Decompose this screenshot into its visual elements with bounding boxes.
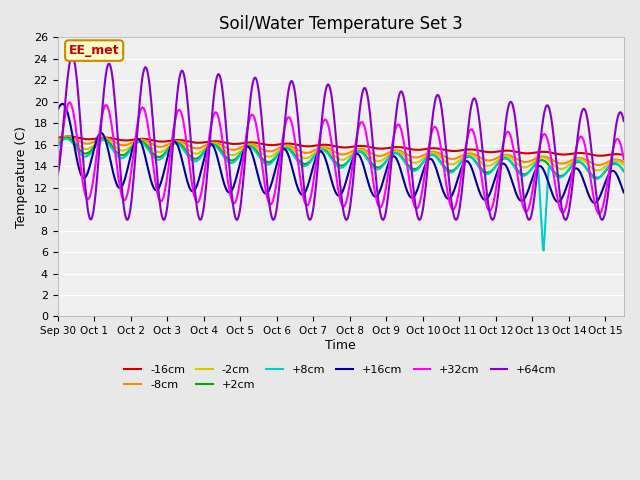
Legend: -16cm, -8cm, -2cm, +2cm, +8cm, +16cm, +32cm, +64cm: -16cm, -8cm, -2cm, +2cm, +8cm, +16cm, +3… bbox=[120, 360, 561, 395]
+32cm bbox=[461, 151, 468, 157]
+16cm bbox=[56, 103, 63, 109]
+8cm bbox=[540, 248, 547, 253]
+64cm bbox=[68, 53, 76, 59]
+16cm bbox=[59, 101, 67, 107]
+8cm bbox=[317, 147, 325, 153]
-16cm bbox=[474, 147, 482, 153]
-16cm bbox=[317, 142, 325, 148]
+16cm bbox=[317, 149, 325, 155]
-2cm bbox=[63, 135, 71, 141]
+16cm bbox=[474, 185, 482, 191]
-2cm bbox=[134, 139, 141, 144]
-16cm bbox=[56, 134, 63, 140]
+2cm bbox=[63, 135, 70, 141]
+64cm bbox=[620, 118, 628, 124]
+16cm bbox=[134, 136, 141, 142]
+2cm bbox=[474, 162, 482, 168]
-8cm bbox=[54, 137, 61, 143]
+2cm bbox=[593, 175, 601, 180]
+32cm bbox=[66, 100, 74, 106]
+16cm bbox=[296, 190, 304, 195]
-8cm bbox=[620, 159, 628, 165]
+16cm bbox=[591, 200, 598, 206]
+8cm bbox=[54, 144, 61, 150]
+2cm bbox=[317, 147, 325, 153]
+2cm bbox=[461, 156, 468, 162]
+64cm bbox=[56, 159, 63, 165]
-2cm bbox=[54, 141, 61, 146]
Line: +8cm: +8cm bbox=[58, 139, 624, 251]
+16cm bbox=[620, 190, 628, 195]
+16cm bbox=[54, 107, 61, 113]
+8cm bbox=[461, 155, 468, 161]
Line: -8cm: -8cm bbox=[58, 136, 624, 165]
+32cm bbox=[134, 121, 141, 127]
+64cm bbox=[461, 155, 469, 161]
-2cm bbox=[594, 168, 602, 173]
+2cm bbox=[134, 139, 141, 144]
-8cm bbox=[595, 162, 602, 168]
+64cm bbox=[475, 114, 483, 120]
-2cm bbox=[620, 162, 628, 168]
-16cm bbox=[54, 135, 61, 141]
Line: +2cm: +2cm bbox=[58, 138, 624, 178]
+2cm bbox=[56, 140, 63, 145]
+2cm bbox=[54, 143, 61, 148]
Line: +32cm: +32cm bbox=[58, 103, 624, 214]
-16cm bbox=[296, 143, 304, 148]
+32cm bbox=[474, 151, 482, 157]
+64cm bbox=[415, 217, 423, 223]
-8cm bbox=[474, 153, 482, 159]
Y-axis label: Temperature (C): Temperature (C) bbox=[15, 126, 28, 228]
Text: EE_met: EE_met bbox=[69, 44, 120, 57]
+32cm bbox=[54, 170, 61, 176]
Line: -16cm: -16cm bbox=[58, 136, 624, 156]
-8cm bbox=[65, 133, 72, 139]
+2cm bbox=[620, 168, 628, 174]
+8cm bbox=[296, 161, 304, 167]
-2cm bbox=[296, 153, 304, 159]
-2cm bbox=[474, 156, 482, 162]
X-axis label: Time: Time bbox=[325, 339, 356, 352]
Line: +64cm: +64cm bbox=[58, 56, 624, 220]
+2cm bbox=[296, 158, 304, 164]
+32cm bbox=[56, 153, 63, 158]
+32cm bbox=[296, 173, 304, 179]
+8cm bbox=[63, 136, 70, 142]
+64cm bbox=[54, 172, 61, 178]
+32cm bbox=[595, 211, 603, 216]
-8cm bbox=[296, 148, 304, 154]
-8cm bbox=[317, 144, 325, 150]
+8cm bbox=[474, 163, 482, 169]
+32cm bbox=[620, 156, 628, 162]
-16cm bbox=[461, 147, 468, 153]
+16cm bbox=[461, 159, 468, 165]
+8cm bbox=[134, 140, 141, 145]
-2cm bbox=[56, 139, 63, 144]
+8cm bbox=[56, 141, 63, 146]
-2cm bbox=[461, 153, 468, 159]
+8cm bbox=[620, 168, 628, 174]
-2cm bbox=[317, 146, 325, 152]
Title: Soil/Water Temperature Set 3: Soil/Water Temperature Set 3 bbox=[219, 15, 463, 33]
-8cm bbox=[134, 137, 141, 143]
+64cm bbox=[134, 125, 141, 131]
-8cm bbox=[461, 152, 468, 157]
+32cm bbox=[317, 127, 325, 132]
Line: -2cm: -2cm bbox=[58, 138, 624, 170]
+64cm bbox=[317, 124, 325, 130]
-16cm bbox=[134, 136, 141, 142]
-16cm bbox=[596, 153, 604, 158]
+64cm bbox=[296, 137, 304, 143]
Line: +16cm: +16cm bbox=[58, 104, 624, 203]
-16cm bbox=[65, 133, 72, 139]
-8cm bbox=[56, 136, 63, 142]
-16cm bbox=[620, 152, 628, 158]
